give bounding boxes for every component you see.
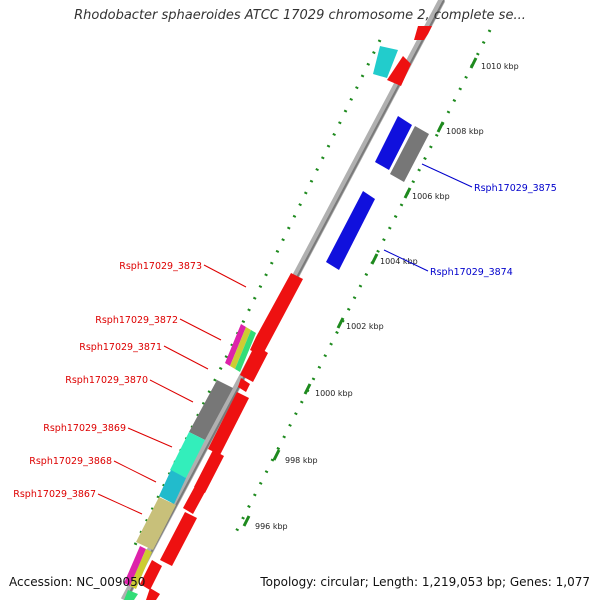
gene-feature[interactable]: [140, 560, 162, 590]
topology-summary: Topology: circular; Length: 1,219,053 bp…: [260, 575, 590, 589]
gene-feature[interactable]: [235, 330, 256, 372]
gene-label-rsph17029-3874[interactable]: Rsph17029_3874: [430, 267, 513, 278]
gene-feature[interactable]: [124, 590, 138, 600]
gene-feature[interactable]: [390, 126, 429, 182]
gene-feature[interactable]: [373, 46, 398, 78]
plus-strand-features: [326, 26, 432, 270]
scale-ticks: [242, 57, 478, 527]
gene-feature[interactable]: [240, 345, 268, 382]
gene-label-rsph17029-3873[interactable]: Rsph17029_3873: [119, 261, 202, 272]
gene-label-rsph17029-3868[interactable]: Rsph17029_3868: [29, 456, 112, 467]
gene-feature[interactable]: [375, 116, 412, 170]
gene-feature[interactable]: [387, 56, 411, 86]
gene-feature[interactable]: [194, 450, 224, 493]
gene-feature[interactable]: [225, 324, 246, 366]
gene-feature[interactable]: [238, 378, 250, 392]
gene-label-rsph17029-3870[interactable]: Rsph17029_3870: [65, 375, 148, 386]
gene-label-rsph17029-3872[interactable]: Rsph17029_3872: [95, 315, 178, 326]
gene-label-rsph17029-3875[interactable]: Rsph17029_3875: [474, 183, 557, 194]
gene-feature[interactable]: [130, 549, 152, 589]
gene-feature[interactable]: [230, 327, 251, 369]
scale-label-996: 996 kbp: [255, 522, 288, 531]
map-title: Rhodobacter sphaeroides ATCC 17029 chrom…: [74, 8, 526, 23]
gene-feature[interactable]: [170, 432, 205, 478]
scale-label-1002: 1002 kbp: [346, 322, 384, 331]
gene-feature[interactable]: [160, 512, 197, 566]
minus-strand-features: [124, 273, 303, 600]
gene-label-rsph17029-3871[interactable]: Rsph17029_3871: [79, 342, 162, 353]
scale-label-1004: 1004 kbp: [380, 257, 418, 266]
scale-label-998: 998 kbp: [285, 456, 318, 465]
scale-labels: 1010 kbp 1008 kbp 1006 kbp 1004 kbp 1002…: [255, 62, 519, 531]
gene-feature[interactable]: [250, 273, 303, 356]
scale-label-1010: 1010 kbp: [481, 62, 519, 71]
gene-label-rsph17029-3869[interactable]: Rsph17029_3869: [43, 423, 126, 434]
gene-feature[interactable]: [189, 380, 233, 440]
scale-label-1006: 1006 kbp: [412, 192, 450, 201]
gene-feature[interactable]: [136, 497, 176, 550]
gene-feature[interactable]: [124, 546, 146, 586]
scale-label-1008: 1008 kbp: [446, 127, 484, 136]
accession-text: Accession: NC_009050: [9, 575, 146, 589]
gene-feature[interactable]: [146, 588, 160, 600]
gene-label-rsph17029-3867[interactable]: Rsph17029_3867: [13, 489, 96, 500]
label-leaders: [97, 163, 473, 515]
gene-labels: Rsph17029_3875 Rsph17029_3874 Rsph17029_…: [13, 183, 557, 500]
scale-label-1000: 1000 kbp: [315, 389, 353, 398]
gene-feature[interactable]: [414, 26, 432, 40]
gene-feature[interactable]: [183, 486, 205, 514]
gene-feature[interactable]: [326, 191, 375, 270]
gene-feature[interactable]: [208, 392, 249, 455]
gene-feature[interactable]: [159, 470, 186, 504]
inner-tick-ring: [230, 29, 492, 541]
